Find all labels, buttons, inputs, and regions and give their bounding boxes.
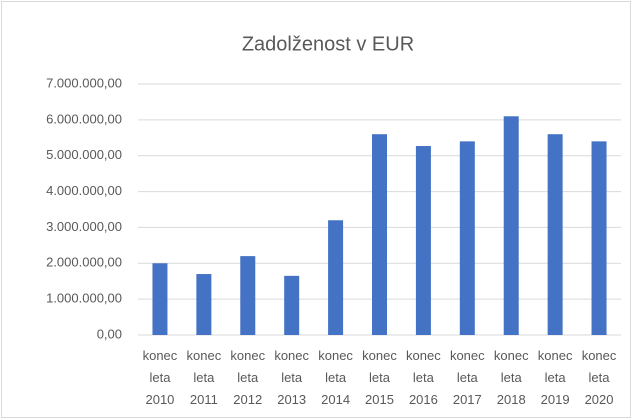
x-tick-label: konec leta 2016 <box>406 348 441 407</box>
x-tick-label: konec leta 2012 <box>230 348 265 407</box>
x-tick-label: konec leta 2014 <box>318 348 353 407</box>
x-tick-label: konec leta 2015 <box>362 348 397 407</box>
y-tick-label: 5.000.000,00 <box>46 147 122 162</box>
bar <box>196 274 212 335</box>
bar <box>240 256 256 335</box>
x-tick-label: konec leta 2018 <box>494 348 529 407</box>
x-tick-label: konec leta 2020 <box>582 348 617 407</box>
bar <box>459 141 475 335</box>
bar <box>328 220 344 335</box>
bar <box>591 141 607 335</box>
bar <box>372 134 387 335</box>
x-tick-label: konec leta 2011 <box>187 348 222 407</box>
x-tick-label: konec leta 2010 <box>143 348 178 407</box>
x-tick-label: konec leta 2017 <box>450 348 485 407</box>
y-tick-label: 1.000.000,00 <box>46 291 122 306</box>
y-tick-label: 4.000.000,00 <box>46 183 122 198</box>
bar <box>284 275 300 335</box>
y-tick-label: 7.000.000,00 <box>46 75 122 90</box>
bar <box>547 134 563 335</box>
bar <box>152 263 168 335</box>
chart-title: Zadolženost v EUR <box>242 33 414 55</box>
x-tick-label: konec leta 2019 <box>538 348 573 407</box>
bar <box>415 146 431 335</box>
bar <box>503 116 519 336</box>
y-tick-label: 0,00 <box>97 326 122 341</box>
y-tick-label: 2.000.000,00 <box>46 255 122 270</box>
y-tick-label: 6.000.000,00 <box>46 111 122 126</box>
x-tick-label: konec leta 2013 <box>274 348 309 407</box>
y-tick-label: 3.000.000,00 <box>46 219 122 234</box>
